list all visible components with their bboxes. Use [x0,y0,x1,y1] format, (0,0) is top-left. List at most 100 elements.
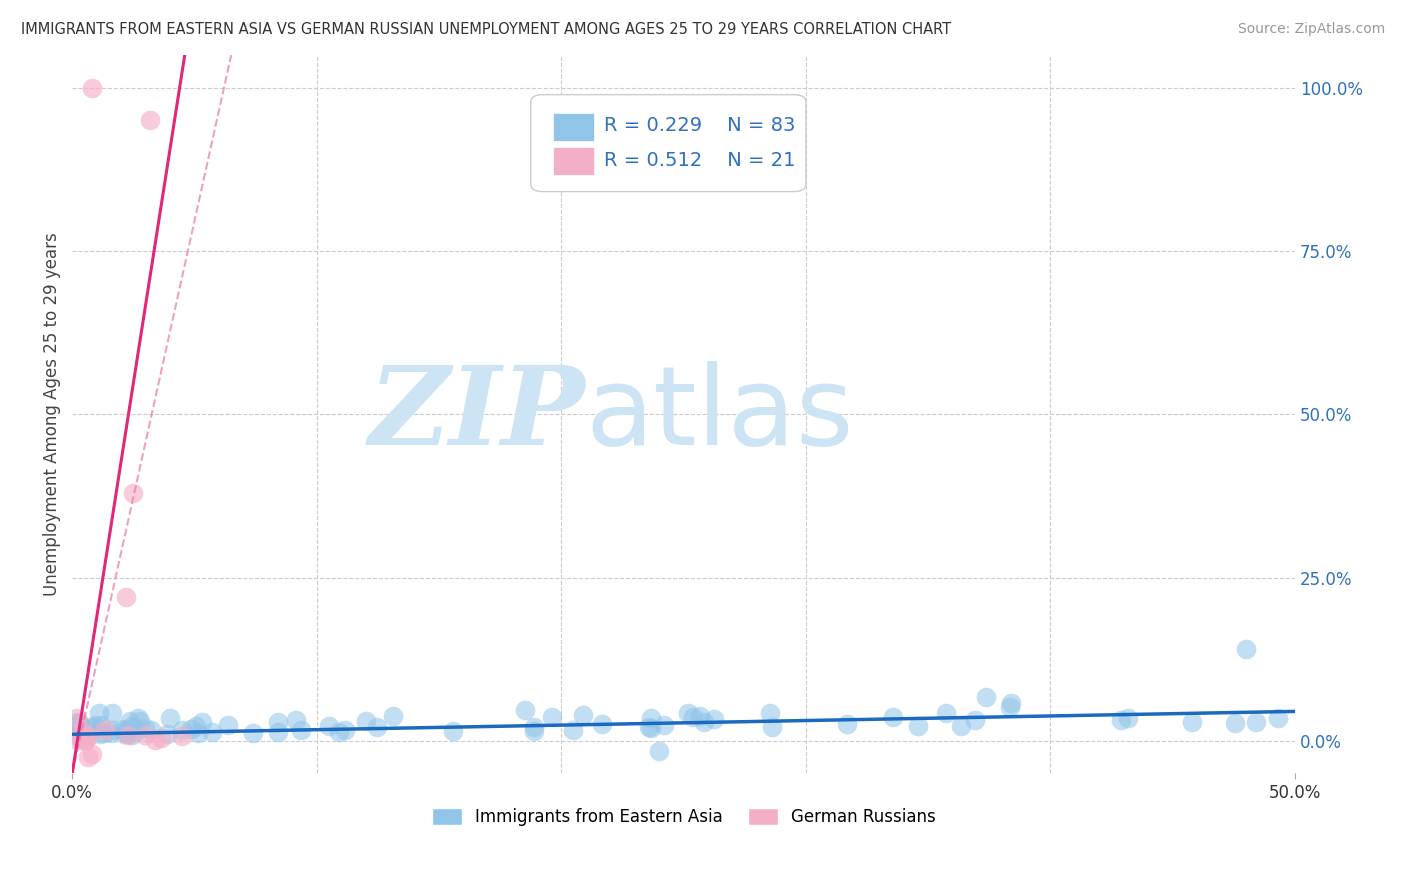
Point [139,113,162,128]
Point [266,715,288,730]
Point [285,713,308,727]
Point [159,711,181,725]
Point [640,711,662,725]
Point [73,728,96,742]
Point [591,717,613,731]
Point [75,732,97,747]
Point [949,719,972,733]
Point [1181,715,1204,730]
Point [101,706,124,720]
Point [67,716,90,731]
Point [172,723,194,737]
Point [124,723,146,738]
Point [73,732,96,747]
Point [115,590,138,604]
Point [89,727,111,741]
Point [67,715,90,730]
Point [63,732,86,747]
Text: IMMIGRANTS FROM EASTERN ASIA VS GERMAN RUSSIAN UNEMPLOYMENT AMONG AGES 25 TO 29 : IMMIGRANTS FROM EASTERN ASIA VS GERMAN R… [21,22,952,37]
Point [382,708,405,723]
Point [965,713,987,727]
Point [703,712,725,726]
Point [80,80,103,95]
Point [70,733,93,747]
Point [354,714,377,728]
Point [540,709,562,723]
FancyBboxPatch shape [553,147,595,175]
Point [100,726,122,740]
Point [103,723,125,737]
Point [110,723,132,737]
Point [121,719,143,733]
Point [90,718,112,732]
Point [318,718,340,732]
Point [761,720,783,734]
Point [115,722,138,736]
Point [328,724,350,739]
Text: R = 0.229    N = 83: R = 0.229 N = 83 [605,116,796,135]
Point [523,721,546,735]
Point [122,485,145,500]
Point [217,718,239,732]
Point [689,709,711,723]
Point [156,727,179,741]
Point [66,715,89,730]
Point [117,728,139,742]
Point [693,714,716,729]
Text: ZIP: ZIP [370,360,586,468]
Legend: Immigrants from Eastern Asia, German Russians: Immigrants from Eastern Asia, German Rus… [432,808,936,826]
Point [1109,713,1132,727]
Point [974,690,997,704]
Point [640,721,662,735]
Point [75,730,97,744]
Point [69,730,91,744]
Point [242,726,264,740]
Point [80,721,103,735]
Point [523,723,546,738]
Point [191,714,214,729]
Point [139,723,162,738]
Point [145,733,167,747]
Point [1223,715,1246,730]
Point [561,723,583,738]
Point [676,706,699,721]
Point [77,729,100,743]
Point [366,721,388,735]
Y-axis label: Unemployment Among Ages 25 to 29 years: Unemployment Among Ages 25 to 29 years [44,233,60,596]
Point [638,720,661,734]
Point [513,703,536,717]
Point [333,723,356,738]
Point [682,710,704,724]
Point [82,720,104,734]
Point [935,706,957,721]
Point [112,727,135,741]
Point [180,723,202,737]
FancyBboxPatch shape [531,95,806,192]
Point [129,714,152,729]
Point [127,711,149,725]
Point [172,729,194,743]
Point [94,723,117,737]
Text: Source: ZipAtlas.com: Source: ZipAtlas.com [1237,22,1385,37]
Point [441,723,464,738]
Point [134,728,156,742]
Point [572,707,595,722]
Text: atlas: atlas [586,360,855,467]
Point [882,710,904,724]
Point [117,727,139,741]
Point [759,706,782,721]
Point [80,747,103,761]
Point [184,719,207,733]
Point [998,699,1021,714]
FancyBboxPatch shape [553,112,595,141]
Point [83,718,105,732]
Point [1267,711,1289,725]
Point [121,728,143,742]
Point [1116,711,1139,725]
Point [87,706,110,721]
Point [1234,642,1257,657]
Point [648,743,671,757]
Point [93,726,115,740]
Point [72,725,94,739]
Point [77,750,100,764]
